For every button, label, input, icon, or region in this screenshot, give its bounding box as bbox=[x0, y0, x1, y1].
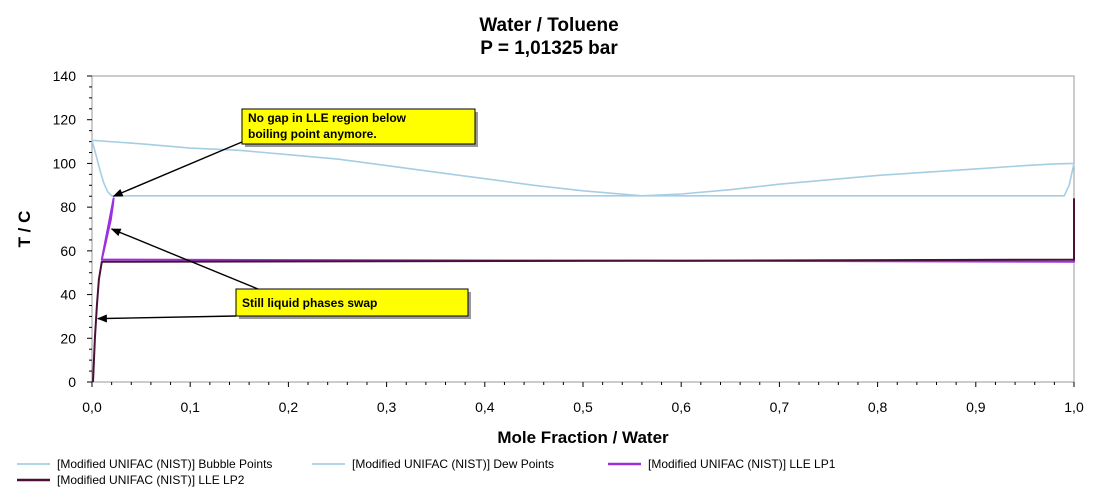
x-tick-label: 0,2 bbox=[279, 399, 299, 415]
y-tick-label: 40 bbox=[60, 287, 76, 303]
chart-title: Water / Toluene bbox=[479, 15, 618, 36]
x-tick-label: 1,0 bbox=[1064, 399, 1084, 415]
x-axis: 0,0 0,1 0,2 0,3 0,4 0,5 0,6 0,7 0,8 0,9 1,0 bbox=[82, 382, 1084, 415]
y-tick-label: 140 bbox=[53, 68, 77, 84]
y-tick-label: 0 bbox=[68, 374, 76, 390]
y-axis-title: T / C bbox=[15, 211, 34, 248]
x-tick-label: 0,4 bbox=[475, 399, 495, 415]
x-tick-label: 0,8 bbox=[868, 399, 888, 415]
x-tick-label: 0,3 bbox=[377, 399, 397, 415]
x-tick-label: 0,0 bbox=[82, 399, 102, 415]
x-axis-title: Mole Fraction / Water bbox=[497, 428, 669, 447]
x-tick-label: 0,6 bbox=[671, 399, 691, 415]
legend-label: [Modified UNIFAC (NIST)] Dew Points bbox=[352, 457, 554, 471]
plot-area bbox=[91, 75, 1075, 383]
series-layer bbox=[91, 139, 1075, 383]
legend-label: [Modified UNIFAC (NIST)] LLE LP2 bbox=[57, 473, 245, 487]
x-tick-label: 0,9 bbox=[966, 399, 986, 415]
legend-label: [Modified UNIFAC (NIST)] LLE LP1 bbox=[648, 457, 836, 471]
y-tick-label: 100 bbox=[53, 155, 77, 171]
annotation-text: Still liquid phases swap bbox=[242, 296, 377, 310]
annotation-text: No gap in LLE region below bbox=[248, 111, 407, 125]
annotation-box bbox=[241, 108, 476, 145]
y-tick-label: 120 bbox=[53, 112, 77, 128]
lle-lp2-line bbox=[92, 198, 1075, 383]
annotation-arrow bbox=[96, 314, 237, 323]
annotation-arrow bbox=[110, 228, 259, 290]
x-tick-label: 0,5 bbox=[573, 399, 593, 415]
annotation-arrow bbox=[112, 141, 243, 197]
legend-label: [Modified UNIFAC (NIST)] Bubble Points bbox=[57, 457, 272, 471]
y-tick-label: 20 bbox=[60, 330, 76, 346]
legend: [Modified UNIFAC (NIST)] Bubble Points [M… bbox=[17, 457, 836, 487]
bubble-points-line bbox=[91, 140, 1075, 197]
legend-lle-lp2: [Modified UNIFAC (NIST)] LLE LP2 bbox=[17, 473, 245, 487]
y-tick-label: 80 bbox=[60, 199, 76, 215]
x-tick-label: 0,1 bbox=[180, 399, 200, 415]
y-axis: 0 20 40 60 80 100 120 140 bbox=[53, 68, 92, 390]
annotation-box bbox=[235, 288, 469, 317]
annotation-layer: No gap in LLE region below boiling point … bbox=[96, 108, 478, 323]
x-tick-label: 0,7 bbox=[770, 399, 790, 415]
dew-points-line bbox=[91, 139, 1075, 197]
legend-lle-lp1: [Modified UNIFAC (NIST)] LLE LP1 bbox=[608, 457, 836, 471]
legend-dew-points: [Modified UNIFAC (NIST)] Dew Points bbox=[312, 457, 554, 471]
legend-bubble-points: [Modified UNIFAC (NIST)] Bubble Points bbox=[17, 457, 272, 471]
chart-subtitle: P = 1,01325 bar bbox=[480, 38, 618, 59]
annotation-text: boiling point anymore. bbox=[248, 127, 377, 141]
y-tick-label: 60 bbox=[60, 243, 76, 259]
